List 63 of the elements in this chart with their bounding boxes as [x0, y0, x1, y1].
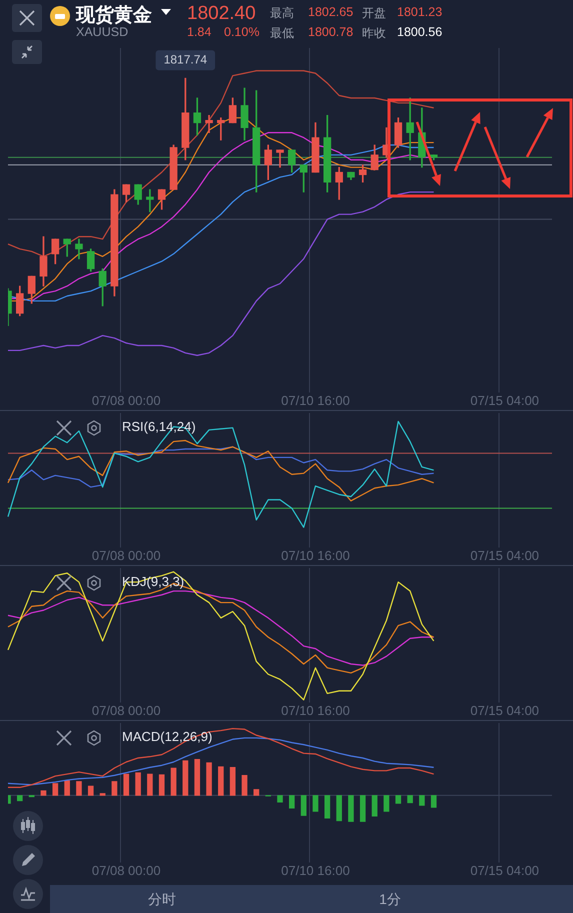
bar	[419, 795, 425, 806]
bar	[52, 783, 58, 796]
annotation: 1817.74	[164, 52, 208, 67]
text: 分时	[147, 891, 177, 909]
x-tick-label: 07/15 04:00	[470, 392, 540, 408]
x-tick-label: 07/08 00:00	[92, 702, 161, 718]
x-tick-label: 07/15 04:00	[470, 702, 540, 718]
bar	[16, 795, 23, 802]
bar	[288, 795, 295, 808]
text: 最高	[270, 5, 294, 22]
bar	[312, 795, 318, 812]
bar	[336, 795, 342, 822]
bar	[135, 772, 141, 796]
text: 现货黄金	[76, 4, 152, 27]
bar	[372, 795, 378, 816]
x-tick-label: 07/15 04:00	[470, 862, 540, 878]
bar	[112, 781, 118, 796]
text: 1802.40	[187, 3, 256, 25]
x-tick-label: 07/10 16:00	[281, 862, 350, 878]
text: 开盘	[362, 5, 386, 22]
bar	[123, 774, 130, 796]
text: 1分	[378, 891, 402, 909]
text: 最低	[270, 25, 294, 42]
chart-title: RSI(6,14,24)	[122, 419, 196, 434]
bar	[182, 760, 188, 796]
bar	[158, 774, 165, 796]
text: 1.84	[187, 25, 212, 39]
x-tick-label: 07/15 04:00	[470, 548, 540, 563]
text: 1800.78	[308, 25, 354, 39]
bar	[300, 795, 306, 816]
bar	[348, 795, 354, 822]
bar	[194, 759, 200, 796]
x-tick-label: 07/10 16:00	[281, 392, 350, 408]
x-tick-label: 07/08 00:00	[92, 548, 161, 563]
x-tick-label: 07/08 00:00	[92, 392, 161, 408]
bar	[64, 780, 70, 796]
bar	[407, 795, 413, 804]
text: XAUUSD	[76, 25, 128, 39]
bar	[40, 790, 46, 796]
text: 1801.23	[397, 5, 442, 19]
bar	[88, 786, 94, 796]
x-tick-label: 07/10 16:00	[281, 702, 350, 718]
x-tick-label: 07/08 00:00	[92, 862, 161, 878]
bar	[324, 795, 330, 818]
bar	[230, 767, 236, 796]
bar	[395, 795, 402, 804]
bar	[242, 775, 248, 796]
bar	[384, 795, 390, 812]
bar	[147, 774, 153, 796]
x-tick-label: 07/10 16:00	[281, 548, 350, 563]
bar	[206, 762, 212, 796]
text: 1802.65	[308, 5, 354, 19]
bar	[76, 781, 82, 796]
bar	[254, 789, 260, 796]
text: 0.10%	[224, 25, 260, 39]
text: 昨收	[362, 25, 386, 42]
bar	[360, 795, 366, 822]
bar	[170, 768, 176, 796]
bar	[277, 795, 283, 802]
bar	[430, 795, 437, 808]
bar	[218, 766, 224, 796]
bar	[100, 793, 106, 796]
text: 1800.56	[397, 25, 442, 39]
